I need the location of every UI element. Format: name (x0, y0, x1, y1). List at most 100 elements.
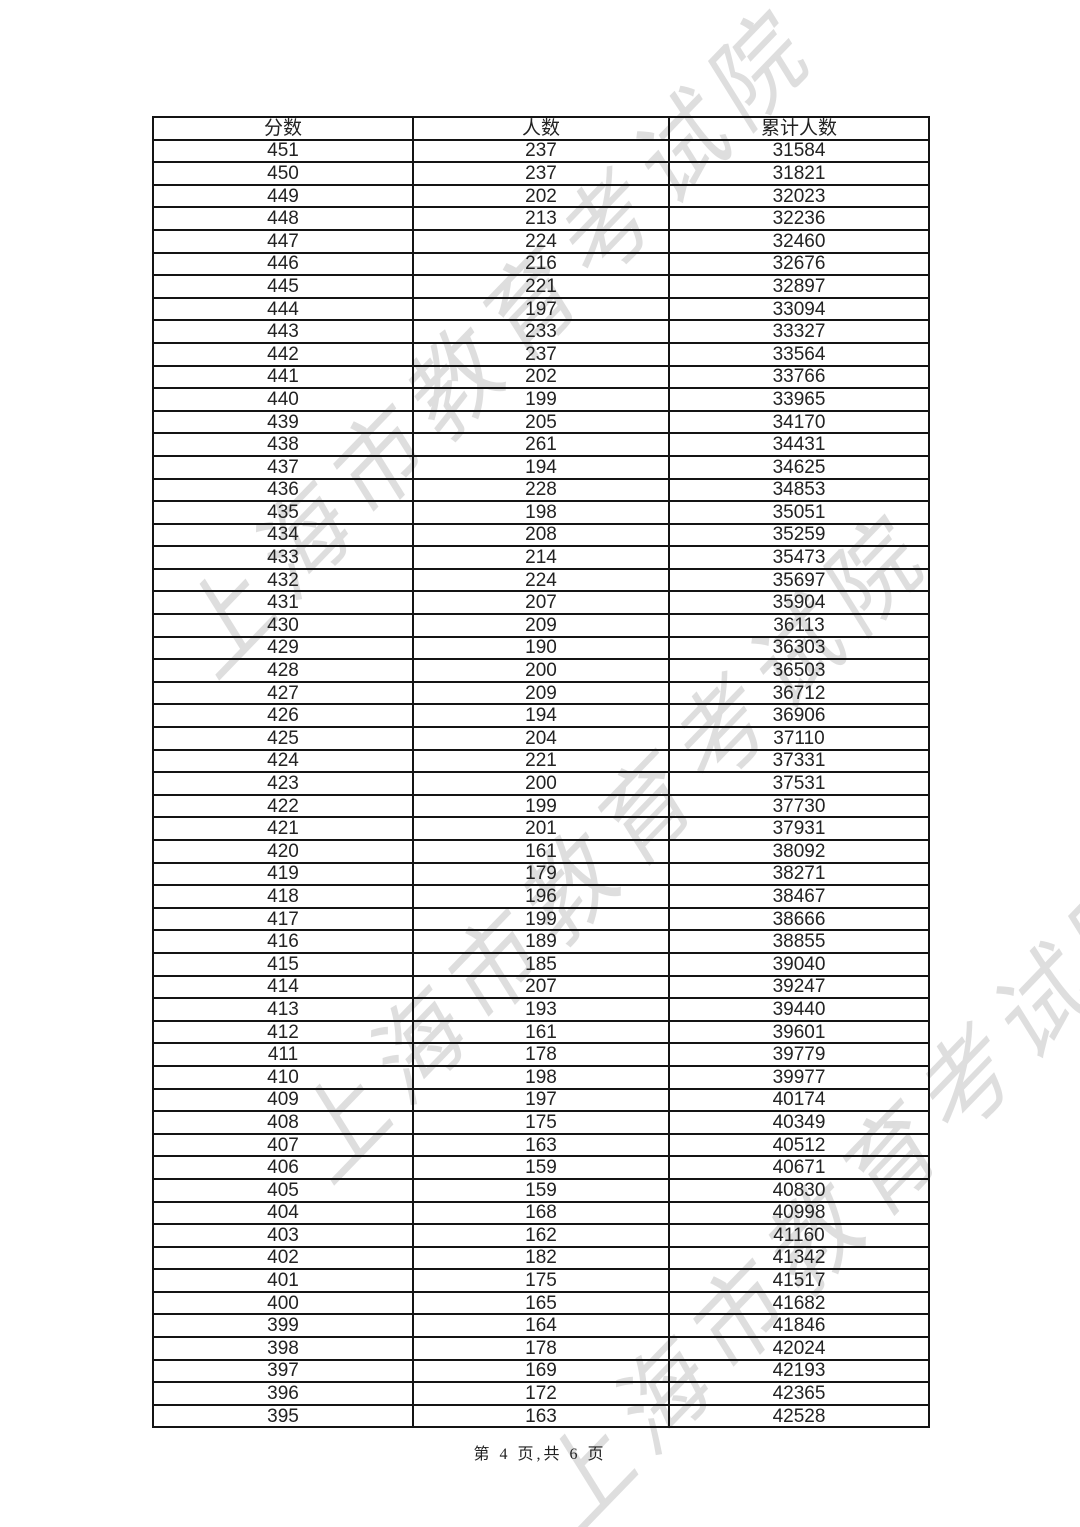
cumulative-count-cell: 42528 (668, 1403, 930, 1429)
count-cell: 172 (412, 1381, 670, 1406)
count-cell: 221 (412, 748, 670, 774)
table-row: 445 221 32897 (152, 274, 930, 299)
cumulative-count-cell: 42365 (668, 1381, 930, 1406)
table-row: 419 179 38271 (152, 861, 930, 887)
count-cell: 161 (412, 839, 670, 864)
table-row: 432 224 35697 (152, 567, 930, 593)
cumulative-count-cell: 38467 (668, 884, 930, 909)
cumulative-count-cell: 37730 (668, 793, 930, 819)
score-cell: 435 (152, 500, 414, 525)
table-row: 449 202 32023 (152, 183, 930, 209)
table-row: 404 168 40998 (152, 1200, 930, 1226)
score-cell: 398 (152, 1336, 414, 1361)
cumulative-count-cell: 41682 (668, 1290, 930, 1316)
cumulative-count-cell: 36712 (668, 680, 930, 706)
cumulative-count-cell: 37331 (668, 748, 930, 774)
count-cell: 185 (412, 951, 670, 977)
table-row: 411 178 39779 (152, 1042, 930, 1067)
count-cell: 159 (412, 1155, 670, 1180)
table-row: 448 213 32236 (152, 206, 930, 231)
header-cumulative-count: 累计人数 (668, 116, 930, 141)
cumulative-count-cell: 39440 (668, 997, 930, 1022)
score-cell: 408 (152, 1110, 414, 1135)
cumulative-count-cell: 34431 (668, 432, 930, 457)
count-cell: 202 (412, 364, 670, 390)
table-row: 443 233 33327 (152, 319, 930, 344)
count-cell: 261 (412, 432, 670, 457)
score-cell: 409 (152, 1087, 414, 1113)
score-cell: 410 (152, 1064, 414, 1090)
score-cell: 416 (152, 929, 414, 954)
count-cell: 179 (412, 861, 670, 887)
score-cell: 406 (152, 1155, 414, 1180)
count-cell: 224 (412, 228, 670, 254)
count-cell: 163 (412, 1403, 670, 1429)
score-cell: 396 (152, 1381, 414, 1406)
cumulative-count-cell: 39601 (668, 1019, 930, 1045)
score-cell: 440 (152, 387, 414, 412)
cumulative-count-cell: 39247 (668, 974, 930, 1000)
table-header-row: 分数 人数 累计人数 (152, 116, 930, 141)
cumulative-count-cell: 35473 (668, 545, 930, 570)
table-row: 450 237 31821 (152, 161, 930, 186)
count-cell: 175 (412, 1268, 670, 1293)
count-cell: 221 (412, 274, 670, 299)
cumulative-count-cell: 41517 (668, 1268, 930, 1293)
count-cell: 165 (412, 1290, 670, 1316)
count-cell: 197 (412, 1087, 670, 1113)
table-row: 444 197 33094 (152, 296, 930, 322)
table-row: 405 159 40830 (152, 1177, 930, 1203)
score-cell: 438 (152, 432, 414, 457)
score-cell: 430 (152, 613, 414, 638)
table-row: 401 175 41517 (152, 1268, 930, 1293)
cumulative-count-cell: 36906 (668, 703, 930, 729)
table-row: 451 237 31584 (152, 138, 930, 164)
cumulative-count-cell: 41846 (668, 1313, 930, 1339)
table-row: 446 216 32676 (152, 251, 930, 277)
score-cell: 431 (152, 590, 414, 616)
cumulative-count-cell: 42024 (668, 1336, 930, 1361)
count-cell: 228 (412, 477, 670, 503)
score-cell: 415 (152, 951, 414, 977)
table-row: 416 189 38855 (152, 929, 930, 954)
table-row: 412 161 39601 (152, 1019, 930, 1045)
score-cell: 417 (152, 906, 414, 932)
score-cell: 437 (152, 454, 414, 480)
cumulative-count-cell: 41160 (668, 1223, 930, 1248)
cumulative-count-cell: 38855 (668, 929, 930, 954)
cumulative-count-cell: 40830 (668, 1177, 930, 1203)
score-cell: 414 (152, 974, 414, 1000)
cumulative-count-cell: 34625 (668, 454, 930, 480)
score-cell: 403 (152, 1223, 414, 1248)
count-cell: 233 (412, 319, 670, 344)
score-cell: 407 (152, 1132, 414, 1158)
cumulative-count-cell: 34170 (668, 409, 930, 435)
cumulative-count-cell: 35904 (668, 590, 930, 616)
table-row: 402 182 41342 (152, 1245, 930, 1271)
score-cell: 442 (152, 341, 414, 367)
score-cell: 445 (152, 274, 414, 299)
cumulative-count-cell: 33094 (668, 296, 930, 322)
cumulative-count-cell: 35259 (668, 522, 930, 548)
cumulative-count-cell: 33766 (668, 364, 930, 390)
table-row: 447 224 32460 (152, 228, 930, 254)
table-row: 415 185 39040 (152, 951, 930, 977)
count-cell: 164 (412, 1313, 670, 1339)
score-cell: 400 (152, 1290, 414, 1316)
count-cell: 199 (412, 906, 670, 932)
score-cell: 411 (152, 1042, 414, 1067)
cumulative-count-cell: 32460 (668, 228, 930, 254)
cumulative-count-cell: 39779 (668, 1042, 930, 1067)
table-row: 400 165 41682 (152, 1290, 930, 1316)
table-row: 399 164 41846 (152, 1313, 930, 1339)
table-row: 403 162 41160 (152, 1223, 930, 1248)
count-cell: 209 (412, 680, 670, 706)
table-row: 408 175 40349 (152, 1110, 930, 1135)
table-row: 406 159 40671 (152, 1155, 930, 1180)
cumulative-count-cell: 37931 (668, 816, 930, 841)
count-cell: 198 (412, 500, 670, 525)
score-cell: 404 (152, 1200, 414, 1226)
header-score: 分数 (152, 116, 414, 141)
cumulative-count-cell: 34853 (668, 477, 930, 503)
